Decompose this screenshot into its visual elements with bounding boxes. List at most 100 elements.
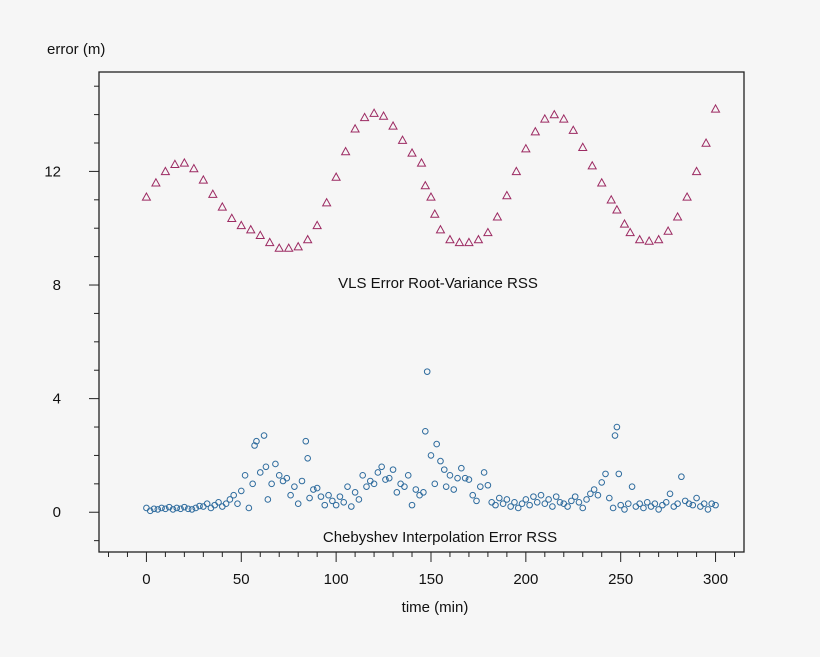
chebyshev-point: [446, 472, 454, 479]
chebyshev-point: [268, 480, 275, 488]
vls-point: [426, 191, 436, 201]
chebyshev-point: [454, 474, 461, 482]
chebyshev-point: [416, 491, 423, 499]
vls-point: [407, 147, 417, 157]
chebyshev-point: [294, 500, 302, 508]
chebyshev-point: [651, 500, 659, 508]
vls-point: [691, 166, 702, 176]
vls-point: [539, 113, 550, 123]
vls-point: [511, 166, 522, 176]
vls-point: [710, 103, 721, 113]
chebyshev-point: [564, 503, 571, 510]
vls-point: [577, 142, 588, 151]
chebyshev-point: [260, 432, 268, 439]
chebyshev-point: [162, 505, 169, 513]
chebyshev-point: [465, 476, 473, 483]
chebyshev-point: [215, 498, 222, 506]
vls-point: [435, 224, 446, 234]
chebyshev-point: [659, 501, 666, 509]
chebyshev-point: [503, 496, 511, 503]
vls-point: [596, 177, 607, 187]
chebyshev-point: [397, 480, 404, 488]
chebyshev-point: [241, 472, 249, 479]
chebyshev-point: [211, 501, 219, 509]
chebyshev-point: [495, 494, 503, 502]
chebyshev-point: [382, 476, 389, 483]
chebyshev-point: [533, 498, 541, 506]
chebyshev-point: [158, 504, 165, 512]
chebyshev-point: [423, 368, 431, 375]
vls-point: [612, 204, 622, 214]
vls-point: [682, 191, 692, 201]
chebyshev-point: [670, 503, 678, 510]
chebyshev-point: [237, 487, 245, 495]
chebyshev-point: [575, 498, 583, 506]
chebyshev-point: [393, 489, 401, 496]
chebyshev-point: [253, 437, 260, 445]
chebyshev-point: [518, 500, 526, 508]
x-tick-label: 100: [324, 571, 349, 588]
chebyshev-point: [310, 486, 317, 493]
chebyshev-point: [143, 504, 150, 512]
chebyshev-point: [404, 472, 412, 479]
chebyshev-point: [283, 474, 291, 482]
chebyshev-point: [306, 494, 313, 502]
vls-point: [189, 163, 199, 173]
vls-point: [625, 227, 636, 237]
vls-point: [606, 194, 617, 204]
chebyshev-point: [522, 496, 530, 503]
chebyshev-point: [169, 506, 177, 513]
chebyshev-point: [636, 500, 643, 508]
chebyshev-point: [184, 505, 192, 513]
chebyshev-point: [291, 483, 298, 490]
chebyshev-point: [408, 501, 416, 509]
chebyshev-point: [685, 500, 693, 508]
chebyshev-point: [480, 469, 488, 476]
vls-point: [502, 190, 512, 200]
chebyshev-point: [681, 497, 689, 505]
chebyshev-point: [344, 483, 351, 490]
vls-point: [619, 218, 630, 228]
chebyshev-point: [568, 497, 575, 505]
chebyshev-point: [275, 472, 283, 479]
chebyshev-point: [556, 498, 564, 506]
vls-point: [492, 211, 503, 221]
chebyshev-point: [154, 506, 162, 513]
chebyshev-point: [647, 503, 655, 510]
vls-point: [226, 213, 237, 222]
chebyshev-point: [689, 501, 697, 509]
chebyshev-point: [662, 498, 670, 506]
chebyshev-point: [421, 427, 429, 435]
chebyshev-point: [526, 501, 533, 509]
x-tick-label: 200: [513, 571, 538, 588]
chebyshev-point: [348, 503, 355, 510]
chebyshev-point: [461, 474, 469, 482]
vls-point: [160, 166, 171, 176]
chebyshev-point: [583, 496, 590, 503]
chebyshev-point: [359, 472, 366, 479]
chebyshev-point: [302, 437, 310, 445]
chebyshev-point: [203, 500, 211, 508]
chebyshev-point: [492, 501, 499, 509]
chebyshev-point: [704, 506, 712, 513]
y-tick-label: 0: [53, 504, 61, 521]
chebyshev-point: [366, 477, 374, 485]
vls-point: [283, 243, 294, 252]
chebyshev-point: [571, 493, 579, 500]
chebyshev-point: [355, 496, 363, 503]
chebyshev-point: [632, 503, 640, 510]
chebyshev-point: [693, 494, 700, 502]
vls-point: [672, 211, 683, 221]
chebyshev-point: [697, 503, 704, 510]
chebyshev-point: [615, 470, 623, 478]
chebyshev-point: [173, 504, 181, 512]
vls-point: [245, 224, 256, 234]
vls-point: [255, 230, 266, 240]
chebyshev-point: [594, 491, 602, 499]
vls-point: [454, 237, 465, 247]
y-tick-label: 8: [53, 277, 61, 294]
vls-point: [141, 191, 152, 201]
vls-point: [179, 157, 190, 167]
vls-point: [378, 110, 389, 120]
